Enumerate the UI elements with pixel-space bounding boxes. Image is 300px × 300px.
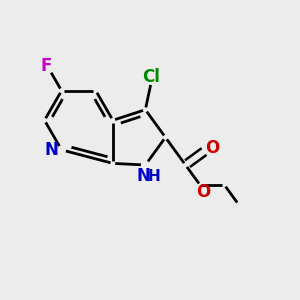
Text: O: O bbox=[196, 183, 210, 201]
Text: H: H bbox=[148, 169, 161, 184]
Text: F: F bbox=[40, 57, 52, 75]
Text: Cl: Cl bbox=[142, 68, 160, 86]
Text: N: N bbox=[45, 141, 59, 159]
Text: O: O bbox=[205, 139, 219, 157]
Text: N: N bbox=[137, 167, 151, 185]
